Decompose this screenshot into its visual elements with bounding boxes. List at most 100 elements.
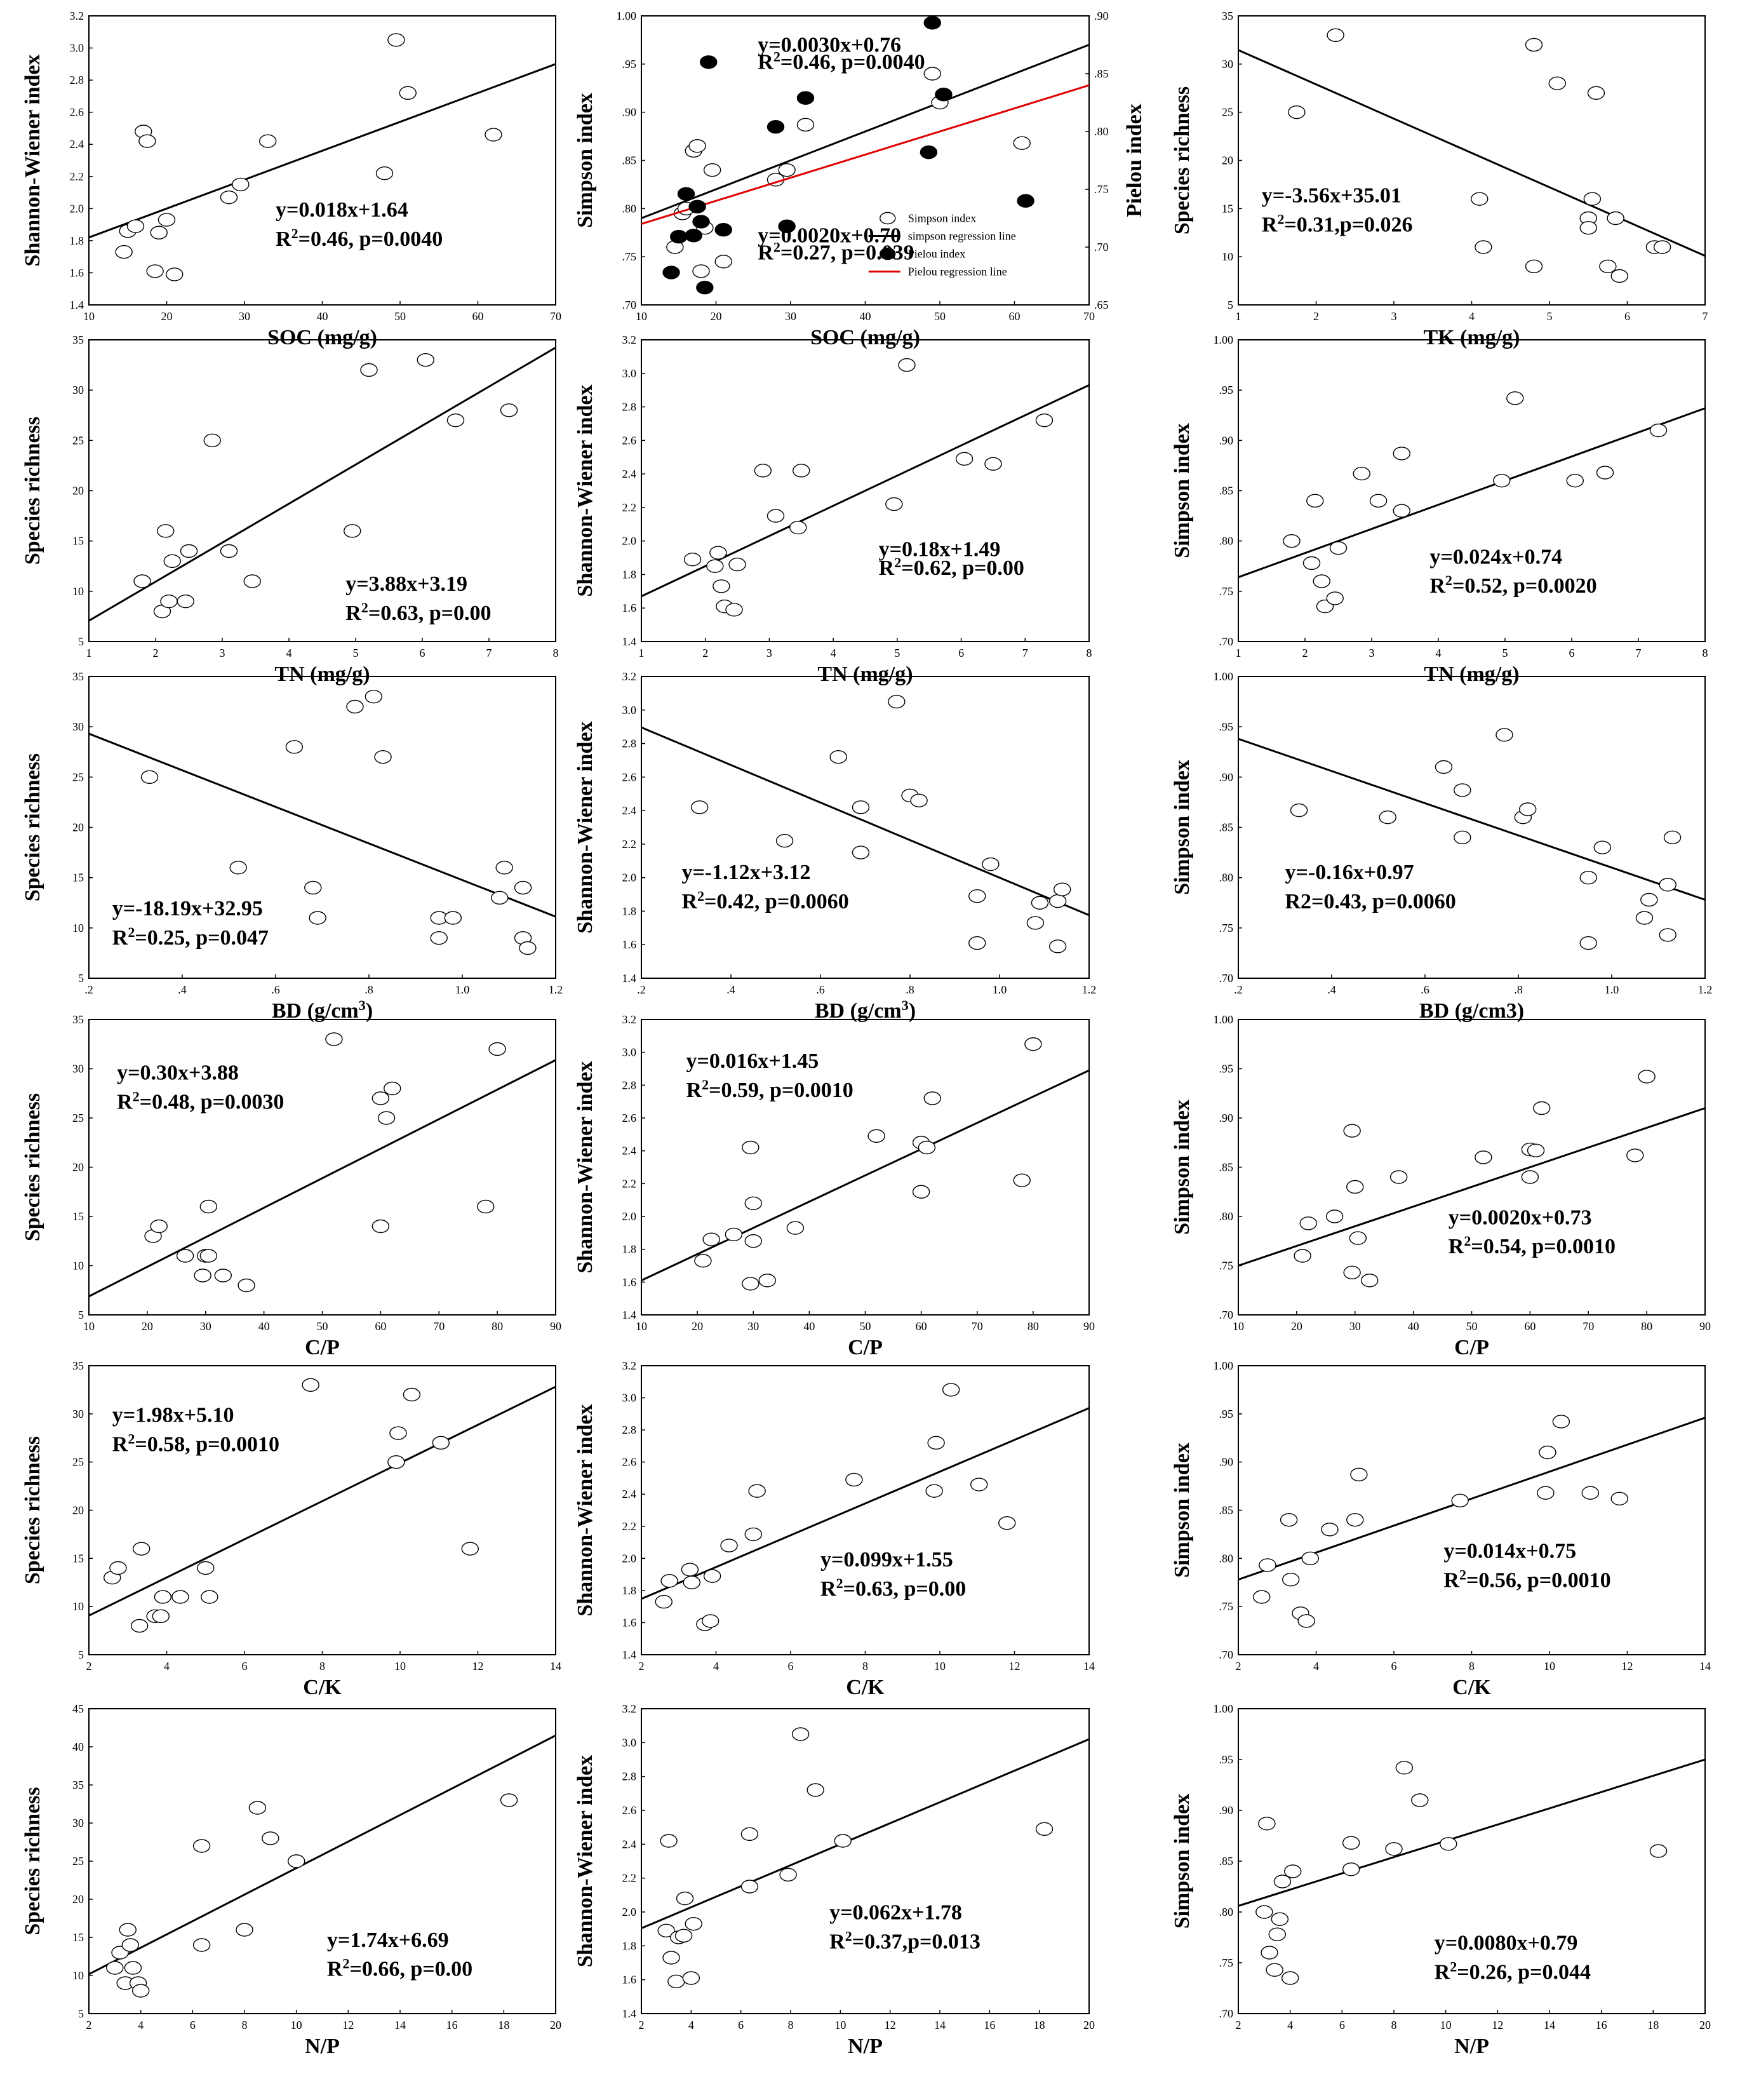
- y-tick-label: 1.6: [622, 1974, 637, 1986]
- x-tick-label: 12: [1622, 1660, 1633, 1673]
- regression-equation: y=1.98x+5.10: [112, 1404, 234, 1427]
- regression-line: [641, 726, 1090, 917]
- open-point: [109, 1561, 127, 1575]
- x-tick-label: 7: [1636, 647, 1642, 659]
- y-axis-title: Species richness: [21, 1787, 44, 1935]
- open-point: [192, 1938, 211, 1952]
- y-tick-label: 15: [1222, 202, 1233, 215]
- x-tick-label: 6: [738, 2019, 744, 2031]
- open-point: [106, 1961, 124, 1975]
- x-tick-label: 2: [1236, 2019, 1241, 2031]
- open-point: [674, 1928, 693, 1943]
- y-tick-label: 35: [72, 333, 84, 346]
- x-axis-title: C/P: [305, 1336, 340, 1359]
- open-point: [1301, 1551, 1320, 1566]
- y-tick-label: 20: [72, 1504, 84, 1517]
- panel-p5: 1 2 3 4 5 6 7 8 1.4 1.6 1.8 2.0 2.2 2.4 2.6 2.8 3.0 3.2 TN…: [573, 333, 1092, 686]
- open-point: [1587, 86, 1605, 100]
- x-tick-label: .8: [365, 983, 373, 996]
- open-point: [403, 1387, 421, 1402]
- y-tick-label: 15: [72, 1210, 84, 1223]
- open-point: [248, 1801, 267, 1815]
- open-point: [1346, 1180, 1364, 1194]
- y-tick-label: 5: [78, 1309, 84, 1321]
- regression-equation: R2=0.43, p=0.0060: [1285, 890, 1456, 913]
- y-tick-label: 3.0: [622, 1736, 637, 1749]
- open-point: [970, 1477, 988, 1491]
- open-point: [1581, 1486, 1600, 1500]
- open-point: [1454, 830, 1471, 845]
- regression-line: [88, 63, 556, 239]
- open-point: [1306, 494, 1324, 508]
- x-tick-label: 12: [472, 1660, 484, 1673]
- open-point: [725, 603, 743, 617]
- panel-p3: 1 2 3 4 5 6 7 5 10 15 20 25 30 35 TK (mg/g) Species ric…: [1170, 10, 1708, 349]
- open-point: [955, 452, 974, 466]
- x-tick-label: 60: [916, 1320, 927, 1333]
- y-tick-label: 1.6: [622, 1275, 637, 1288]
- open-point: [1593, 840, 1612, 854]
- open-point: [845, 1472, 863, 1487]
- panel-p4: 1 2 3 4 5 6 7 8 5 10 15 20 25 30 35 TN (mg/g) Species ri…: [21, 333, 559, 686]
- y-tick-label: 2.2: [622, 1177, 637, 1190]
- panel-p12: 10 20 30 40 50 60 70 80 90 .70 .75 .80 .85 .90 .95 1.00…: [1170, 1013, 1711, 1359]
- x-tick-label: 3: [1369, 647, 1375, 659]
- x-tick-label: .2: [1234, 983, 1243, 996]
- x-tick-label: .6: [271, 983, 280, 996]
- open-point: [888, 694, 906, 709]
- open-point: [1053, 882, 1071, 896]
- open-point: [302, 1378, 319, 1392]
- y-axis-title: Simpson index: [1170, 1443, 1194, 1578]
- y-tick-label: 2.6: [622, 434, 637, 447]
- regression-line: [641, 44, 1090, 219]
- x-tick-label: 10: [1440, 2019, 1452, 2031]
- x-tick-label: 1.2: [549, 983, 563, 996]
- y-tick-label: 2.0: [622, 1906, 637, 1918]
- y-tick-label: 5: [78, 1648, 84, 1661]
- y-tick-label: 20: [72, 1893, 84, 1906]
- open-point: [1435, 760, 1453, 774]
- y-tick-label: 15: [72, 535, 84, 548]
- open-point: [702, 1232, 720, 1246]
- regression-equation: R2=0.46, p=0.0040: [758, 48, 925, 74]
- y-tick-label: 2.0: [622, 535, 637, 548]
- open-point: [1288, 105, 1306, 119]
- y-tick-label: 15: [72, 1552, 84, 1565]
- y-tick-label: 3.2: [622, 1702, 637, 1715]
- open-point: [177, 594, 194, 609]
- open-point: [829, 750, 847, 764]
- open-point: [344, 524, 361, 538]
- x-axis-title: C/K: [303, 1676, 342, 1699]
- x-tick-label: 30: [785, 310, 796, 323]
- y-tick-label: 10: [72, 1969, 84, 1982]
- open-point: [1638, 1070, 1656, 1084]
- x-tick-label: 1: [1236, 310, 1241, 323]
- x-tick-label: 1: [639, 647, 645, 659]
- x-tick-label: .2: [84, 983, 93, 996]
- x-tick-label: 1.2: [1698, 983, 1713, 996]
- open-point: [384, 1081, 401, 1096]
- x-tick-label: 80: [492, 1320, 503, 1333]
- y-tick-label: 25: [72, 1112, 84, 1124]
- x-tick-label: 3: [220, 647, 225, 659]
- open-point: [180, 544, 198, 558]
- open-point: [681, 1563, 699, 1577]
- open-point: [262, 1831, 279, 1845]
- legend-marker-swatch: [880, 212, 896, 225]
- y-tick-label: 1.4: [622, 1309, 637, 1321]
- x-tick-label: 5: [894, 647, 900, 659]
- filled-point: [796, 91, 815, 105]
- open-point: [346, 699, 364, 714]
- open-point: [399, 86, 417, 100]
- y-tick-label: .75: [1219, 1260, 1234, 1272]
- y-tick-label: .80: [622, 202, 637, 215]
- open-point: [885, 497, 903, 511]
- y-tick-label: 2.4: [622, 804, 637, 817]
- legend-label: Pielou regression line: [908, 266, 1007, 278]
- regression-equation: R2=0.59, p=0.0010: [686, 1076, 853, 1102]
- x-tick-label: .4: [1327, 983, 1336, 996]
- regression-equation: y=0.0020x+0.73: [1449, 1206, 1592, 1229]
- x-axis-title: BD (g/cm3): [815, 997, 916, 1023]
- y-tick-label: 3.0: [622, 1046, 637, 1059]
- y-tick-label: 30: [72, 1408, 84, 1420]
